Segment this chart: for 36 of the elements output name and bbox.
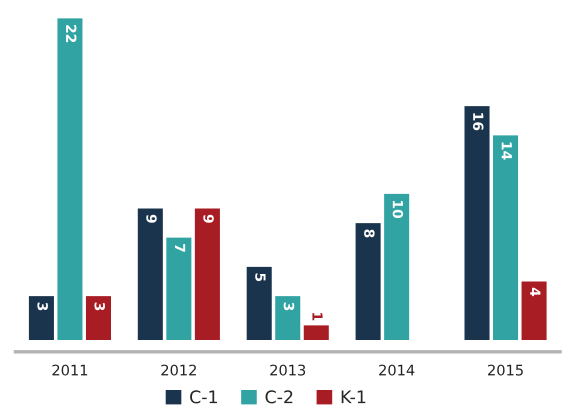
bar bbox=[356, 223, 381, 340]
bar bbox=[275, 296, 300, 340]
x-tick-label: 2011 bbox=[52, 364, 88, 376]
bar bbox=[384, 194, 410, 340]
bar bbox=[166, 238, 192, 340]
bar bbox=[246, 266, 272, 340]
data-label: 22 bbox=[66, 25, 76, 42]
legend-label: C-2 bbox=[266, 390, 292, 404]
bar bbox=[522, 282, 547, 340]
x-tick-label: 2015 bbox=[488, 364, 523, 376]
bar bbox=[86, 296, 112, 340]
data-label: 3 bbox=[94, 302, 105, 310]
bar bbox=[57, 18, 82, 340]
data-label: 1 bbox=[312, 313, 323, 320]
x-tick-label: 2013 bbox=[270, 364, 306, 376]
x-tick-label: 2014 bbox=[379, 364, 414, 376]
bar bbox=[138, 208, 163, 340]
bar bbox=[28, 296, 54, 340]
data-label: 9 bbox=[146, 214, 157, 223]
bar bbox=[304, 325, 329, 340]
data-label: 5 bbox=[255, 274, 266, 282]
bar bbox=[194, 208, 220, 340]
data-label: 3 bbox=[284, 302, 294, 310]
data-label: 8 bbox=[364, 229, 375, 238]
data-label: 3 bbox=[37, 302, 48, 310]
x-tick-label: 2012 bbox=[161, 364, 196, 376]
legend-label: C-1 bbox=[190, 390, 217, 404]
data-label: 9 bbox=[203, 214, 214, 223]
data-label: 4 bbox=[530, 288, 540, 296]
bar bbox=[493, 135, 518, 340]
data-label: 10 bbox=[392, 200, 404, 218]
bar bbox=[464, 106, 490, 340]
data-label: 16 bbox=[472, 113, 484, 130]
data-label: 14 bbox=[502, 142, 512, 160]
legend-label: K-1 bbox=[342, 390, 366, 404]
data-label: 7 bbox=[175, 244, 186, 252]
